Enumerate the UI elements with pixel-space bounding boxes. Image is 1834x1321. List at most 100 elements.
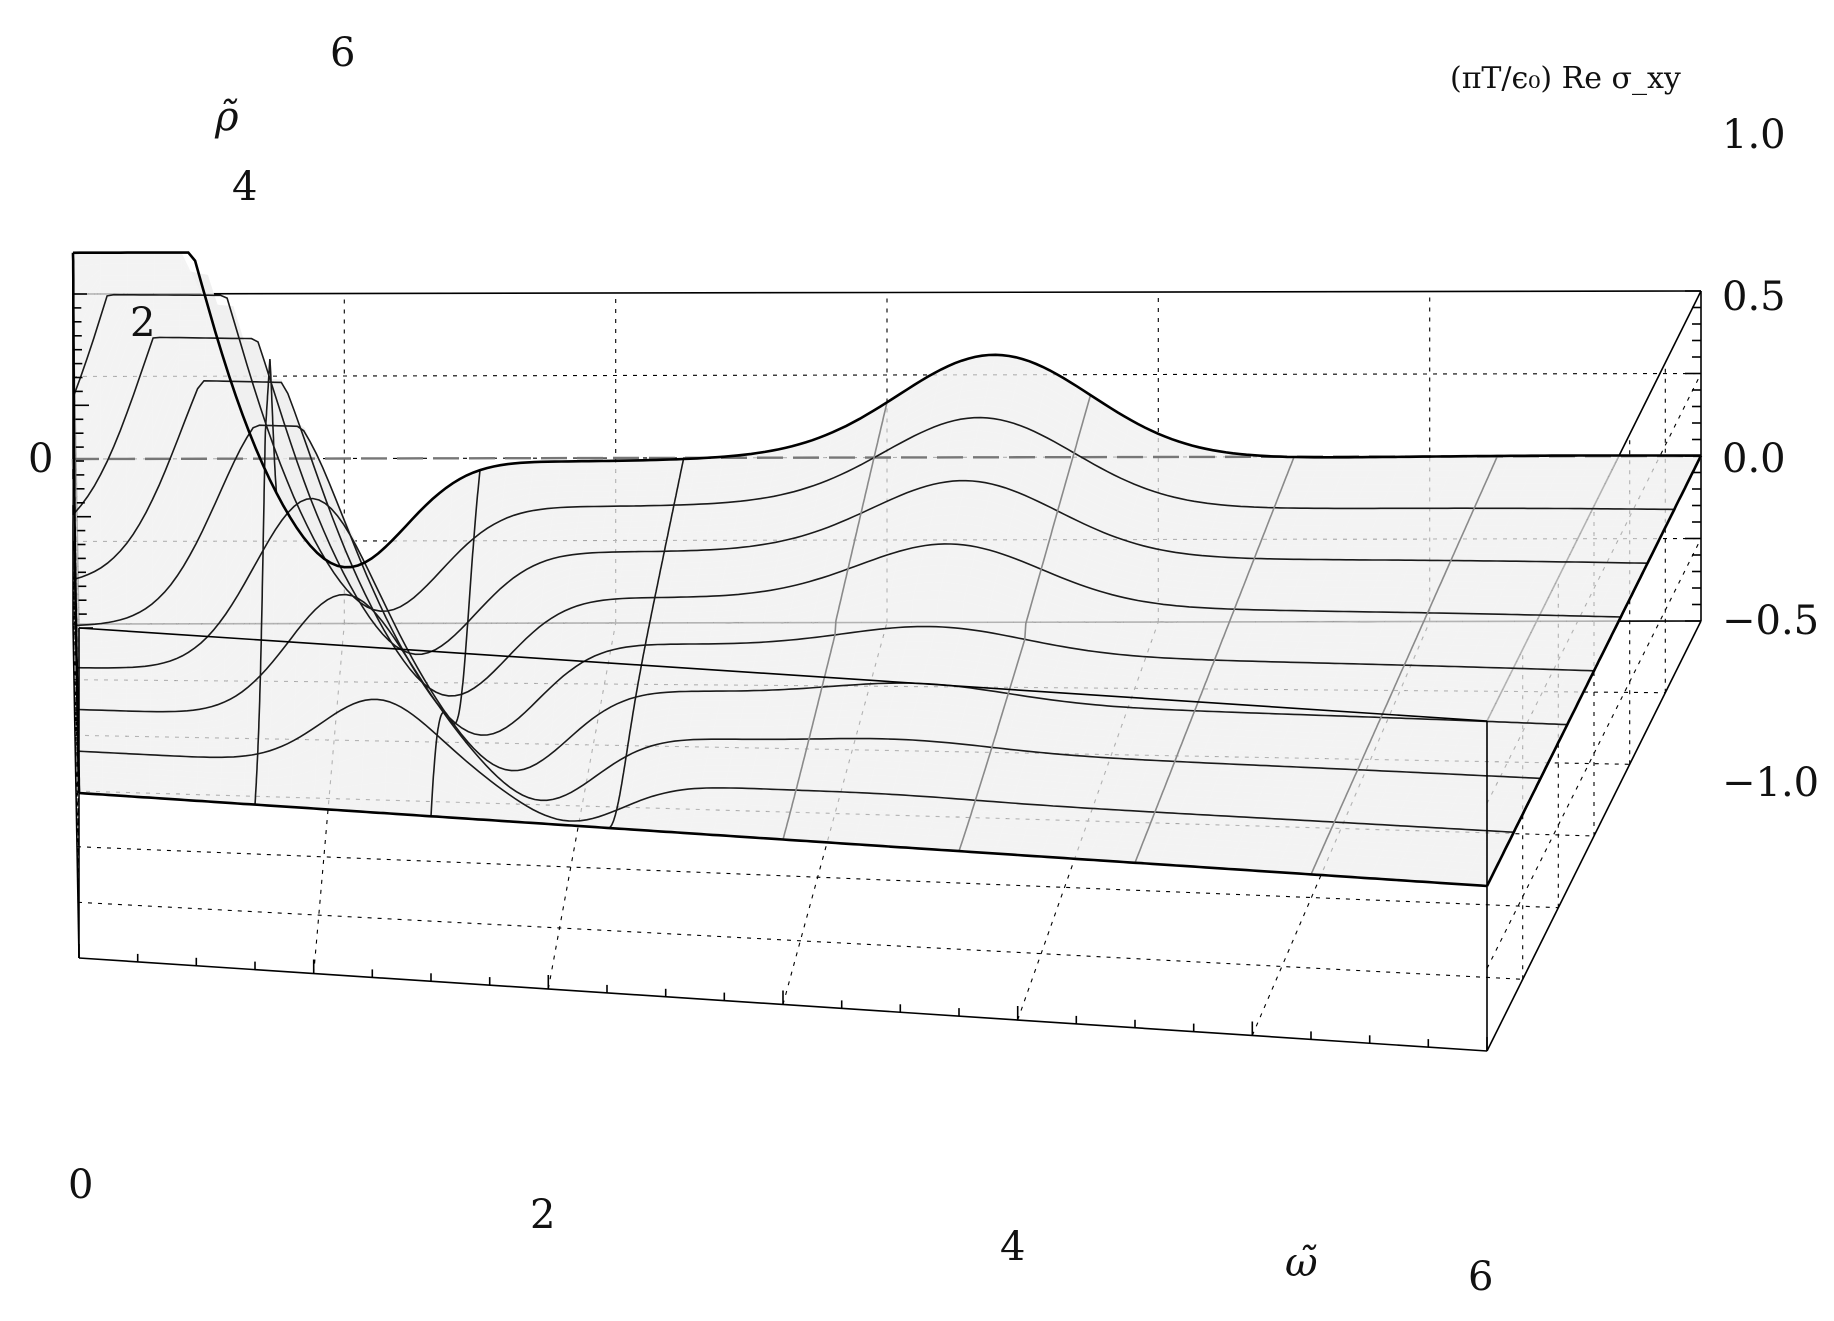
surface-patch — [315, 748, 340, 771]
surface-patch — [1572, 547, 1602, 556]
surface-patch — [699, 675, 727, 682]
surface-patch — [570, 558, 598, 569]
surface-patch — [698, 791, 724, 798]
surface-patch — [1402, 800, 1430, 810]
surface-patch — [732, 526, 761, 536]
surface-patch — [585, 472, 614, 480]
surface-patch — [1462, 724, 1491, 733]
surface-patch — [1013, 713, 1040, 724]
surface-patch — [680, 650, 708, 657]
surface-patch — [935, 489, 964, 500]
surface-patch — [1529, 526, 1560, 534]
surface-patch — [890, 466, 919, 486]
surface-patch — [272, 613, 298, 662]
surface-patch — [425, 483, 453, 517]
surface-patch — [569, 737, 596, 767]
surface-patch — [883, 498, 912, 517]
surface-patch — [487, 635, 515, 673]
surface-patch — [835, 724, 862, 732]
surface-patch — [846, 774, 873, 783]
surface-patch — [738, 613, 766, 623]
surface-patch — [977, 421, 1007, 434]
surface-patch — [1045, 836, 1072, 845]
surface-patch — [1138, 647, 1167, 658]
surface-patch — [720, 466, 749, 476]
surface-patch — [576, 521, 605, 529]
surface-patch — [1241, 585, 1270, 593]
surface-patch — [1451, 638, 1481, 646]
surface-patch — [1602, 483, 1633, 492]
surface-patch — [1064, 712, 1092, 722]
surface-patch — [1470, 863, 1498, 872]
surface-patch — [340, 707, 365, 734]
surface-patch — [987, 379, 1017, 393]
surface-patch — [437, 726, 463, 755]
surface-patch — [859, 501, 888, 521]
surface-patch — [853, 650, 880, 661]
surface-patch — [126, 640, 152, 653]
surface-patch — [451, 721, 478, 749]
surface-patch — [150, 698, 176, 706]
surface-patch — [1258, 849, 1285, 859]
surface-patch — [1010, 400, 1040, 420]
surface-patch — [1176, 616, 1205, 625]
surface-patch — [1471, 811, 1499, 821]
surface-patch — [690, 822, 716, 829]
surface-patch — [548, 534, 576, 546]
surface-patch — [1381, 622, 1411, 630]
surface-patch — [607, 639, 634, 652]
gridline — [1486, 538, 1702, 969]
z-tick-label: 0.5 — [1722, 274, 1786, 320]
surface-patch — [102, 777, 126, 785]
surface-patch — [1233, 792, 1261, 801]
surface-patch — [1396, 587, 1426, 596]
surface-patch — [456, 785, 481, 803]
surface-patch — [995, 574, 1023, 592]
surface-patch — [497, 768, 524, 778]
surface-patch — [1461, 617, 1491, 625]
surface-patch — [1086, 721, 1114, 731]
surface-patch — [1087, 551, 1117, 569]
surface-patch — [1528, 469, 1559, 477]
surface-patch — [201, 535, 227, 598]
surface-patch — [711, 504, 740, 513]
surface-patch — [493, 772, 520, 790]
surface-patch — [449, 504, 477, 536]
surface-patch — [441, 713, 467, 745]
surface-patch — [1275, 565, 1304, 573]
surface-patch — [745, 693, 772, 701]
surface-patch — [1577, 590, 1608, 599]
surface-patch — [1279, 682, 1307, 691]
surface-patch — [1481, 790, 1510, 799]
surface-patch — [1111, 568, 1140, 582]
surface-patch — [76, 653, 102, 660]
surface-patch — [1123, 758, 1151, 767]
surface-patch — [1571, 605, 1601, 613]
surface-patch — [1492, 490, 1523, 498]
surface-patch — [75, 588, 102, 602]
surface-patch — [735, 732, 762, 740]
surface-patch — [1018, 484, 1047, 505]
surface-patch — [323, 518, 350, 546]
surface-patch — [1622, 498, 1653, 506]
surface-patch — [1379, 850, 1407, 859]
surface-patch — [372, 586, 398, 632]
surface-patch — [77, 720, 102, 728]
surface-patch — [657, 637, 685, 645]
surface-patch — [439, 644, 467, 671]
surface-patch — [197, 759, 222, 767]
surface-patch — [704, 765, 730, 772]
surface-patch — [721, 577, 749, 587]
surface-patch — [409, 769, 434, 789]
surface-patch — [537, 615, 565, 643]
surface-patch — [714, 719, 741, 727]
surface-patch — [77, 709, 102, 716]
surface-patch — [1125, 609, 1154, 621]
surface-patch — [577, 675, 604, 701]
surface-patch — [735, 513, 764, 524]
surface-patch — [958, 388, 988, 400]
surface-patch — [1388, 721, 1417, 730]
surface-patch — [1562, 569, 1592, 577]
surface-patch — [711, 732, 738, 740]
surface-patch — [363, 736, 388, 755]
